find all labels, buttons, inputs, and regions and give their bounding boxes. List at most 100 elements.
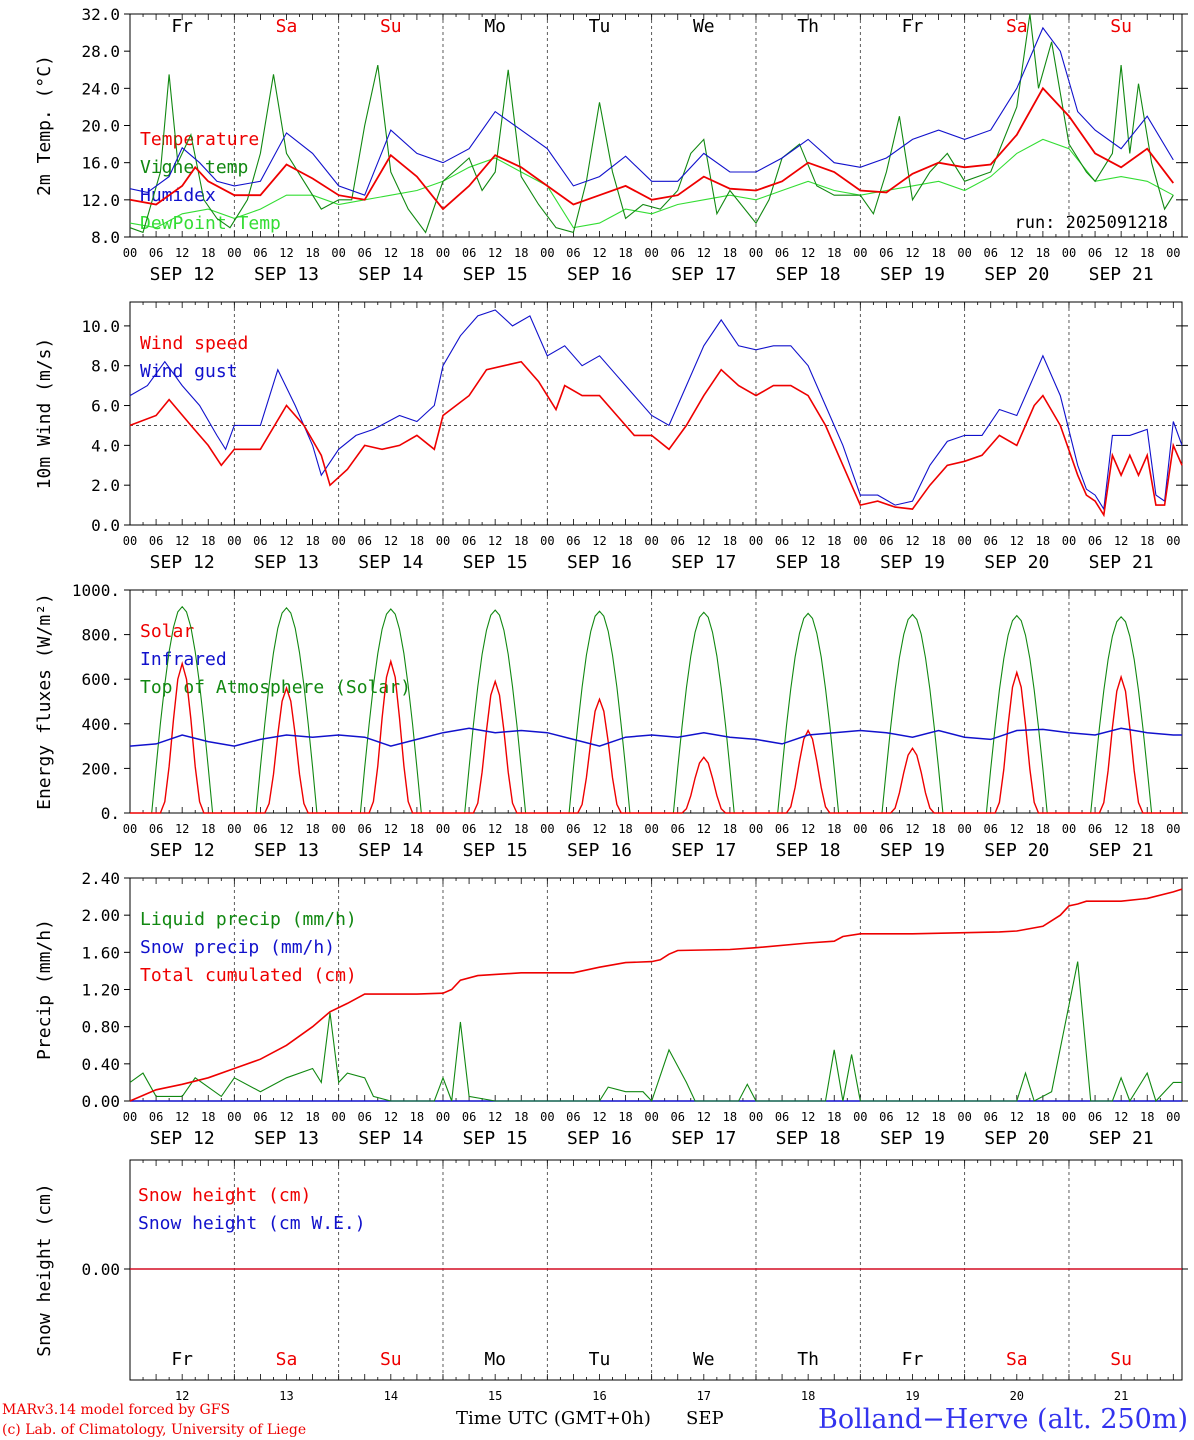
day-name: Sa [276,1349,298,1370]
day-number: 13 [279,1389,293,1403]
hour-tick-label: 00 [644,822,658,836]
date-label: SEP 20 [984,840,1049,861]
date-label: SEP 17 [671,840,736,861]
day-number: 18 [801,1389,815,1403]
series-line [129,360,1183,518]
plot-frame [129,301,1183,526]
hour-tick-label: 12 [697,1110,711,1124]
panel-5: 0.00 Snow height (cm) Snow height (cm) Snow… [34,1159,1188,1403]
legend-entry: Infrared [140,649,227,670]
hour-tick-label: 18 [931,822,945,836]
hour-tick-label: 06 [984,1110,998,1124]
hour-tick-label: 12 [592,246,606,260]
day-name: Fr [171,1349,193,1370]
y-tick-label: 0. [101,804,120,823]
hour-tick-label: 00 [644,534,658,548]
hour-tick-label: 18 [723,1110,737,1124]
y-axis-label: Energy fluxes (W/m²) [34,593,55,810]
hour-tick-label: 12 [801,1110,815,1124]
hour-tick-label: 18 [827,246,841,260]
hour-tick-label: 18 [827,822,841,836]
hour-tick-label: 00 [540,822,554,836]
y-tick-label: 1.20 [81,981,120,1000]
hour-tick-label: 18 [1140,1110,1154,1124]
hour-tick-label: 00 [957,822,971,836]
hour-tick-label: 06 [358,1110,372,1124]
y-tick-label: 24.0 [81,79,120,98]
hour-tick-label: 06 [671,1110,685,1124]
hour-tick-label: 18 [514,822,528,836]
hour-tick-label: 00 [853,534,867,548]
hour-tick-label: 12 [905,822,919,836]
hour-tick-label: 00 [644,1110,658,1124]
y-tick-label: 20.0 [81,117,120,136]
hour-tick-label: 12 [905,534,919,548]
hour-tick-label: 18 [618,246,632,260]
hour-tick-label: 18 [305,822,319,836]
hour-tick-label: 12 [488,246,502,260]
date-label: SEP 12 [150,840,215,861]
hour-tick-label: 12 [279,534,293,548]
series-line [129,727,1182,747]
day-name: Su [380,16,402,37]
hour-tick-label: 06 [879,246,893,260]
y-axis-label: 10m Wind (m/s) [34,338,55,490]
hour-tick-label: 00 [540,246,554,260]
hour-tick-label: 00 [853,1110,867,1124]
hour-tick-label: 12 [384,534,398,548]
hour-tick-label: 18 [618,534,632,548]
series-line [129,13,1174,234]
hour-tick-label: 06 [566,534,580,548]
day-name: Sa [1006,1349,1028,1370]
y-tick-label: 1.60 [81,943,120,962]
hour-tick-label: 18 [410,1110,424,1124]
hour-tick-label: 12 [175,1110,189,1124]
date-label: SEP 16 [567,1128,632,1149]
hour-tick-label: 00 [540,534,554,548]
hour-tick-label: 18 [410,246,424,260]
hour-tick-label: 00 [331,822,345,836]
hour-tick-label: 00 [540,1110,554,1124]
run-annotation: run: 2025091218 [1014,213,1168,233]
hour-tick-label: 18 [201,822,215,836]
day-name: Th [797,16,819,37]
y-axis-label: 2m Temp. (°C) [34,55,55,196]
hour-tick-label: 18 [305,1110,319,1124]
hour-tick-label: 06 [149,1110,163,1124]
hour-tick-label: 12 [592,822,606,836]
date-label: SEP 16 [567,840,632,861]
hour-tick-label: 06 [253,246,267,260]
day-name: Mo [484,16,506,37]
series-line [129,309,1183,511]
hour-tick-label: 00 [123,534,137,548]
hour-tick-label: 00 [331,1110,345,1124]
y-axis-label: Snow height (cm) [34,1183,55,1356]
x-axis-label: Time UTC (GMT+0h) [456,1408,651,1429]
hour-tick-label: 00 [853,246,867,260]
y-tick-label: 200. [81,759,120,778]
day-number: 16 [592,1389,606,1403]
hour-tick-label: 00 [749,246,763,260]
legend-entry: Wind speed [140,333,248,354]
hour-tick-label: 12 [175,822,189,836]
date-label: SEP 12 [150,264,215,285]
day-name: Su [380,1349,402,1370]
hour-tick-label: 06 [879,534,893,548]
hour-tick-label: 12 [279,246,293,260]
hour-tick-label: 18 [1140,246,1154,260]
hour-tick-label: 12 [1010,822,1024,836]
panel-3: 00 06 12 18 00 06 12 18 00 06 12 18 00 06 12 18 00 06 12 18… [34,581,1188,861]
date-label: SEP 15 [463,552,528,573]
y-tick-label: 16.0 [81,154,120,173]
date-label: SEP 14 [358,264,423,285]
y-tick-label: 8.0 [91,228,120,247]
hour-tick-label: 06 [984,822,998,836]
hour-tick-label: 12 [279,1110,293,1124]
y-tick-label: 0.40 [81,1055,120,1074]
hour-tick-label: 06 [358,246,372,260]
date-label: SEP 15 [463,264,528,285]
hour-tick-label: 12 [697,534,711,548]
plot-frame [129,589,1183,814]
hour-tick-label: 06 [1088,822,1102,836]
